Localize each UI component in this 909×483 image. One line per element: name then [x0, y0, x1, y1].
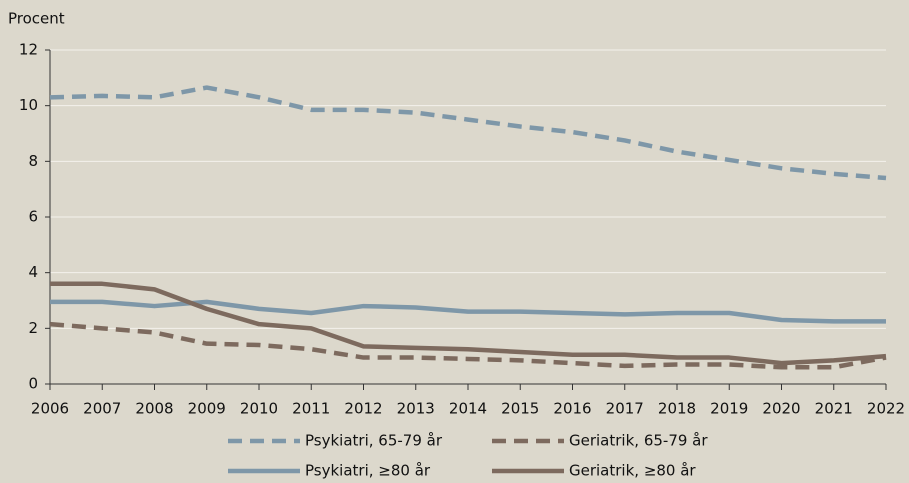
x-tick-label: 2017: [606, 400, 644, 418]
x-tick-label: 2020: [762, 400, 800, 418]
x-tick-label: 2019: [710, 400, 748, 418]
y-tick-label: 0: [28, 375, 38, 393]
x-tick-label: 2021: [815, 400, 853, 418]
series-line: [49, 321, 887, 370]
y-tick-label: 6: [28, 208, 38, 226]
x-tick-label: 2018: [658, 400, 696, 418]
x-tick-label: 2011: [292, 400, 330, 418]
y-axis-label: Procent: [8, 10, 65, 28]
y-tick-label: 12: [19, 41, 38, 59]
x-tick-label: 2008: [135, 400, 173, 418]
series-line: [49, 85, 887, 181]
y-tick-label: 2: [28, 319, 38, 337]
legend-label: Geriatrik, 65-79 år: [569, 432, 708, 450]
x-tick-label: 2006: [31, 400, 69, 418]
y-tick-label: 4: [28, 263, 38, 281]
x-tick-label: 2010: [240, 400, 278, 418]
x-tick-label: 2009: [188, 400, 226, 418]
legend-label: Psykiatri, 65-79 år: [305, 432, 443, 450]
y-tick-label: 10: [19, 96, 38, 114]
y-tick-label: 8: [28, 152, 38, 170]
series-line: [50, 281, 887, 366]
x-tick-label: 2016: [553, 400, 591, 418]
x-tick-label: 2015: [501, 400, 539, 418]
x-tick-label: 2022: [867, 400, 905, 418]
legend-label: Geriatrik, ≥80 år: [569, 462, 696, 480]
x-tick-label: 2007: [83, 400, 121, 418]
x-tick-label: 2013: [397, 400, 435, 418]
x-tick-label: 2012: [344, 400, 382, 418]
x-tick-label: 2014: [449, 400, 487, 418]
legend-label: Psykiatri, ≥80 år: [305, 462, 431, 480]
